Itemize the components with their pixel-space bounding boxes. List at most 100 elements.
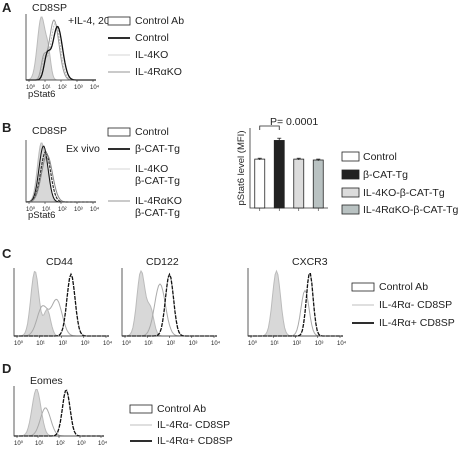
legend-b-3b: β-CAT-Tg — [135, 175, 180, 187]
histogram-c-cxcr3-tick-label: 10¹ — [270, 341, 279, 347]
bar-legend-item-2: β-CAT-Tg — [341, 169, 408, 181]
legend-c-1-swatch — [351, 282, 375, 292]
histogram-c-cxcr3-curve-1 — [248, 269, 343, 337]
histogram-c-cxcr3-tick-label: 10⁰ — [248, 340, 258, 347]
histogram-a-tick-label: 10¹ — [42, 85, 51, 91]
legend-a-1: Control Ab — [107, 15, 184, 27]
legend-d-1-swatch — [129, 404, 153, 414]
significance-label: P= 0.0001 — [270, 116, 318, 128]
histogram-c-cd44-axes — [13, 268, 109, 337]
bar-legend-swatch-2 — [341, 169, 360, 180]
histogram-c-cd122-tick-label: 10⁰ — [122, 340, 132, 347]
legend-b-2-label: β-CAT-Tg — [135, 143, 180, 155]
histogram-c-cd44: 10⁰ 10¹ 10² 10³ 10⁴ — [13, 268, 113, 347]
histogram-d-axes — [13, 386, 104, 437]
legend-c-1: Control Ab — [351, 281, 428, 293]
histogram-c-cd122-tick-label: 10¹ — [144, 341, 153, 347]
bar-legend-item-1: Control — [341, 151, 397, 163]
legend-d-3-label: IL-4Rα+ CD8SP — [157, 435, 233, 447]
legend-c-3-label: IL-4Rα+ CD8SP — [379, 317, 455, 329]
histogram-a-axes — [25, 14, 96, 81]
legend-d-3: IL-4Rα+ CD8SP — [130, 435, 233, 447]
legend-a-2-label: Control — [135, 32, 169, 44]
bar-legend-item-4: IL-4RαKO-β-CAT-Tg — [341, 204, 459, 216]
histogram-d: 10⁰ 10¹ 10² 10³ 10⁴ — [13, 386, 108, 447]
histogram-b-tick-label: 10³ — [74, 207, 83, 213]
histogram-b-tick-label: 10⁴ — [90, 206, 100, 213]
histogram-b-tick-label: 10² — [58, 207, 67, 213]
histogram-c-cxcr3-axes — [247, 268, 343, 337]
histogram-c-cxcr3-tick-label: 10³ — [315, 341, 324, 347]
histogram-a-tick-label: 10⁰ — [26, 84, 36, 91]
panel-b-annotation: Ex vivo — [66, 143, 100, 155]
legend-a-2: Control — [108, 32, 169, 44]
histogram-d-tick-label: 10² — [56, 441, 65, 447]
legend-d-2: IL-4Rα- CD8SP — [130, 419, 230, 431]
bar-4 — [312, 159, 324, 209]
panel-letter-c: C — [2, 246, 12, 261]
bar-legend-label-4: IL-4RαKO-β-CAT-Tg — [363, 204, 459, 216]
bar-legend-label-1: Control — [363, 151, 397, 163]
histogram-d-tick-label: 10⁰ — [14, 440, 24, 447]
histogram-c-cd44-tick-label: 10¹ — [36, 341, 45, 347]
histogram-b-axes — [25, 140, 96, 203]
legend-d-2-label: IL-4Rα- CD8SP — [157, 419, 230, 431]
panel-c-title-cxcr3: CXCR3 — [292, 256, 328, 268]
panel-b-xlabel: pStat6 — [28, 210, 55, 221]
legend-b-3-label: IL-4KO — [135, 163, 168, 175]
histogram-c-cd44-tick-label: 10² — [59, 341, 68, 347]
bar-legend-label-2: β-CAT-Tg — [363, 169, 408, 181]
legend-c-2-label: IL-4Rα- CD8SP — [379, 299, 452, 311]
histogram-a: 10⁰ 10¹ 10² 10³ 10⁴ — [25, 14, 100, 91]
histogram-b-tick-label: 10⁰ — [26, 206, 36, 213]
panel-letter-b: B — [2, 120, 11, 135]
legend-c-2: IL-4Rα- CD8SP — [352, 299, 452, 311]
bar-legend-label-3: IL-4KO-β-CAT-Tg — [363, 187, 445, 199]
bar-1 — [254, 158, 266, 209]
histogram-d-tick-label: 10³ — [77, 441, 86, 447]
legend-a-1-label: Control Ab — [135, 15, 184, 27]
legend-b-3b-label: β-CAT-Tg — [135, 175, 180, 187]
significance-bracket — [259, 125, 280, 130]
bar-legend-swatch-3 — [341, 187, 360, 198]
bar-2 — [273, 140, 285, 209]
panel-a-xlabel: pStat6 — [28, 89, 55, 100]
legend-b-1-swatch — [107, 127, 131, 137]
legend-b-3: IL-4KO — [108, 163, 168, 175]
panel-a-title: CD8SP — [32, 2, 67, 14]
histogram-c-cd44-tick-label: 10⁴ — [103, 340, 113, 347]
legend-a-4: IL-4RαKO — [108, 66, 182, 78]
bar-chart-ylabel: pStat6 level (MFI) — [236, 131, 247, 206]
panel-letter-a: A — [2, 0, 12, 15]
histogram-c-cxcr3-tick-label: 10² — [293, 341, 302, 347]
legend-c-3: IL-4Rα+ CD8SP — [352, 317, 455, 329]
histogram-c-cd122-tick-label: 10² — [167, 341, 176, 347]
histogram-c-cxcr3-tick-label: 10⁴ — [337, 340, 347, 347]
histogram-a-tick-label: 10⁴ — [90, 84, 100, 91]
legend-b-4b-label: β-CAT-Tg — [135, 207, 180, 219]
histogram-c-cd122-tick-label: 10³ — [189, 341, 198, 347]
legend-b-4-label: IL-4RαKO — [135, 195, 182, 207]
legend-b-4: IL-4RαKO — [108, 195, 182, 207]
bar-legend-swatch-4 — [341, 204, 360, 215]
panel-b-title: CD8SP — [32, 125, 67, 137]
legend-c-1-label: Control Ab — [379, 281, 428, 293]
histogram-d-tick-label: 10⁴ — [98, 440, 108, 447]
histogram-c-cd44-tick-label: 10⁰ — [14, 340, 24, 347]
histogram-c-cxcr3-curve-3 — [248, 272, 343, 337]
histogram-c-cd122: 10⁰ 10¹ 10² 10³ 10⁴ — [121, 268, 221, 347]
histogram-c-cd44-tick-label: 10³ — [81, 341, 90, 347]
legend-a-3: IL-4KO — [108, 49, 168, 61]
bar-3 — [293, 158, 305, 209]
histogram-c-cd44-curve-1 — [14, 270, 109, 337]
histogram-b: 10⁰ 10¹ 10² 10³ 10⁴ — [25, 140, 100, 213]
histogram-c-cd122-tick-label: 10⁴ — [211, 340, 221, 347]
histogram-b-tick-label: 10¹ — [42, 207, 51, 213]
bar-legend-swatch-1 — [341, 151, 360, 162]
bar-legend-item-3: IL-4KO-β-CAT-Tg — [341, 187, 445, 199]
histogram-c-cxcr3-curve-2 — [248, 289, 343, 337]
panel-a-annotation: +IL-4, 20' — [68, 15, 112, 27]
legend-b-2: β-CAT-Tg — [108, 143, 180, 155]
histogram-c-cd122-axes — [121, 268, 217, 337]
